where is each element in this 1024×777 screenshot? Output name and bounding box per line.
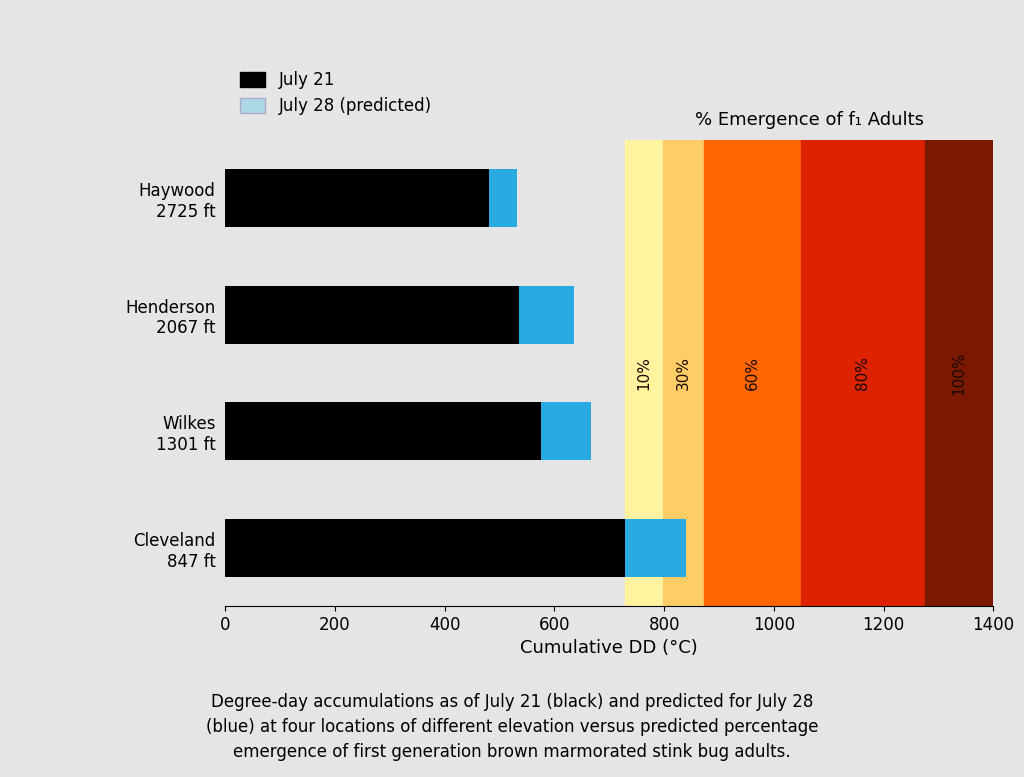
Bar bbox=[225, 286, 519, 343]
Bar bbox=[225, 402, 541, 460]
Text: 10%: 10% bbox=[636, 356, 651, 390]
Bar bbox=[519, 286, 573, 343]
Bar bbox=[925, 140, 993, 606]
Bar bbox=[225, 519, 625, 577]
Text: 60%: 60% bbox=[745, 356, 760, 390]
Text: Degree-day accumulations as of July 21 (black) and predicted for July 28
(blue) : Degree-day accumulations as of July 21 (… bbox=[206, 693, 818, 761]
Bar bbox=[541, 402, 591, 460]
Text: 30%: 30% bbox=[676, 356, 691, 390]
Bar bbox=[801, 140, 925, 606]
Bar bbox=[625, 140, 664, 606]
Text: % Emergence of f₁ Adults: % Emergence of f₁ Adults bbox=[695, 111, 924, 129]
Text: 80%: 80% bbox=[855, 356, 870, 390]
Bar bbox=[225, 169, 488, 228]
Text: 100%: 100% bbox=[951, 351, 967, 395]
X-axis label: Cumulative DD (°C): Cumulative DD (°C) bbox=[520, 639, 698, 657]
Legend: July 21, July 28 (predicted): July 21, July 28 (predicted) bbox=[233, 64, 438, 122]
Bar bbox=[664, 140, 705, 606]
Bar bbox=[625, 519, 686, 577]
Bar bbox=[488, 169, 517, 228]
Bar bbox=[705, 140, 802, 606]
